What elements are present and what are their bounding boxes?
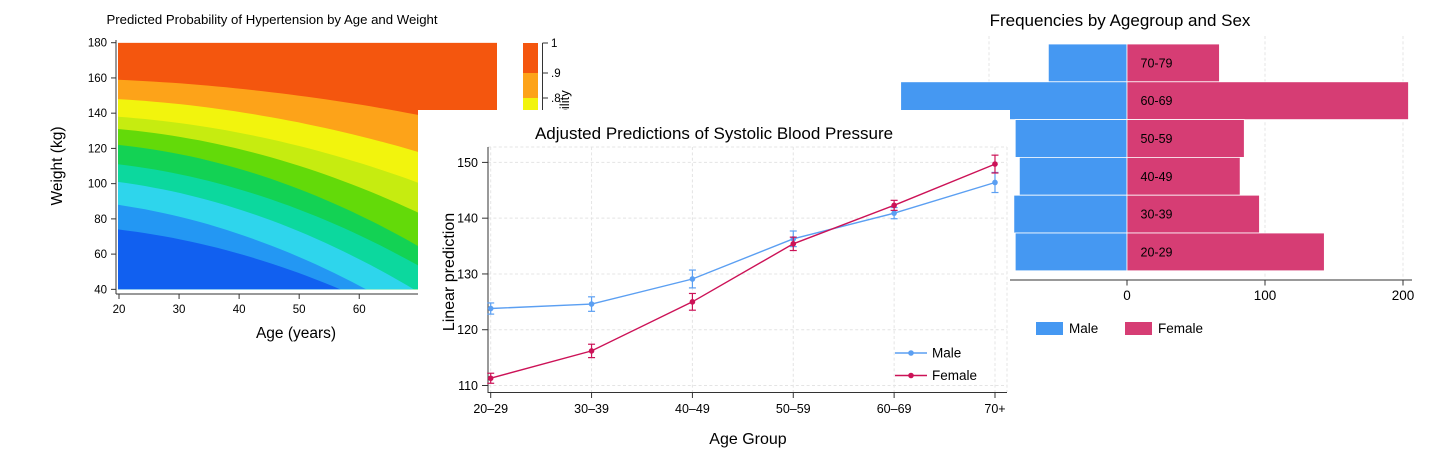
data-point [487,375,494,382]
line-y-tick-label: 150 [457,156,478,170]
line-x-tick-label: 30–39 [574,402,609,416]
pyramid-bar-female [1126,43,1220,83]
data-point [891,210,897,216]
line-x-tick-label: 50–59 [776,402,811,416]
colorbar-swatch [523,98,538,112]
line-x-axis-label: Age Group [709,431,786,448]
colorbar-swatch [523,43,538,73]
contour-x-tick-label: 60 [353,304,366,316]
pyramid-bar-label: 50-59 [1141,132,1173,146]
data-point [992,179,998,186]
contour-y-tick-label: 60 [94,249,107,261]
contour-y-tick-label: 140 [88,108,107,120]
pyramid-title: Frequencies by Agegroup and Sex [990,11,1251,30]
data-point [689,276,696,282]
pyramid-x-tick-label: 100 [1254,288,1277,303]
colorbar-tick-label: .9 [551,68,561,80]
contour-band [118,229,341,290]
line-gridlines [488,146,1008,392]
contour-chart: 40608010012014016018020304050601.9.8Prob… [0,0,600,355]
line-chart: 110 120 130 140 150 20–29 30–39 40–49 50–59 60–69… [418,110,1010,470]
pyramid-bar-female [1126,232,1325,272]
pyramid-bar-label: 30-39 [1141,208,1173,222]
line-y-tick-label: 110 [458,379,478,393]
contour-x-tick-label: 40 [233,304,246,316]
line-x-tick-label: 40–49 [675,402,710,416]
pyramid-bar-female [1126,156,1241,196]
pyramid-x-tick-label: 200 [1392,288,1415,303]
series-female [487,154,999,384]
contour-plot-svg: 40608010012014016018020304050601.9.8Prob… [49,12,572,342]
legend-swatch-male [1036,322,1063,335]
contour-axes: 40 60 80 100 120 140 160 180 20 30 40 50 60 [88,38,497,316]
contour-y-tick-label: 100 [88,179,107,191]
pyramid-bar-label: 60-69 [1141,94,1173,108]
data-point [487,305,494,312]
contour-bands [118,42,497,290]
line-legend-female-label: Female [932,368,977,383]
female-bars [1126,43,1409,272]
legend-swatch-female [1125,322,1152,335]
data-point [588,301,595,307]
line-title: Adjusted Predictions of Systolic Blood P… [535,124,893,143]
line-plot-svg: 110 120 130 140 150 20–29 30–39 40–49 50–59 60–69… [441,124,1008,448]
line-y-axis-label: Linear prediction [441,213,458,331]
pyramid-bar-label: 40-49 [1141,170,1173,184]
line-legend [895,350,927,379]
pyramid-bar-label: 70-79 [1141,56,1173,70]
pyramid-bar-female [1126,119,1245,158]
pyramid-bar-male [1013,194,1128,234]
line-x-tick-label: 60–69 [877,402,912,416]
contour-y-tick-label: 120 [88,143,107,155]
colorbar-tick-label: .8 [551,93,561,105]
pyramid-bar-label: 20-29 [1141,245,1173,259]
contour-y-tick-label: 160 [88,73,107,85]
pyramid-bar-male [1014,232,1128,272]
contour-plot-area: 40608010012014016018020304050601.9.8Prob… [88,38,572,316]
pyramid-legend-male-label: Male [1069,321,1098,336]
pyramid-x-tick-label: 0 [1123,288,1131,303]
data-point [588,348,595,354]
contour-x-tick-label: 20 [113,304,126,316]
pyramid-bar-labels: 70-79 60-69 50-59 40-49 30-39 20-29 [1141,56,1173,259]
contour-y-tick-label: 40 [94,284,107,296]
pyramid-bar-male [1014,119,1128,158]
line-x-tick-label: 20–29 [473,402,508,416]
series-male [487,171,999,315]
data-point [790,241,797,247]
contour-y-tick-label: 80 [94,214,107,226]
line-plot-area: 110 120 130 140 150 20–29 30–39 40–49 50–59 60–69… [457,146,1008,416]
line-y-tick-label: 130 [457,267,478,281]
line-x-tick-label: 70+ [984,402,1005,416]
line-y-tick-label: 120 [457,323,478,337]
data-point [992,161,998,167]
data-point [891,202,897,209]
line-axes: 110 120 130 140 150 20–29 30–39 40–49 50–59 60–69… [457,147,1007,416]
contour-title: Predicted Probability of Hypertension by… [106,12,437,27]
contour-x-tick-label: 50 [293,304,306,316]
pyramid-bar-male [1047,43,1128,83]
pyramid-legend [1036,322,1152,335]
pyramid-bar-male [1018,156,1128,196]
pyramid-bar-female [1126,81,1409,121]
line-y-tick-label: 140 [457,212,478,226]
contour-y-axis-label: Weight (kg) [49,127,66,206]
contour-x-axis-label: Age (years) [256,325,336,342]
contour-x-tick-label: 30 [173,304,186,316]
colorbar-swatch [523,73,538,98]
line-legend-male-label: Male [932,346,961,361]
colorbar-tick-label: 1 [551,38,557,50]
pyramid-legend-female-label: Female [1158,321,1203,336]
contour-y-tick-label: 180 [88,38,107,50]
data-point [689,299,696,305]
